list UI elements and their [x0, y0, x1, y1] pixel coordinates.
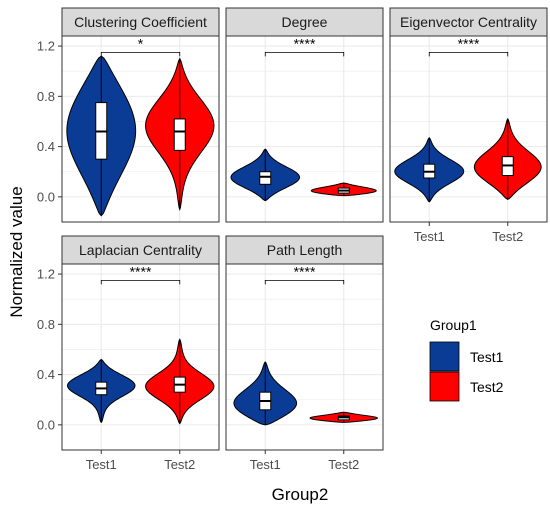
facet-strip: [225, 7, 384, 37]
significance-bracket: [100, 279, 181, 285]
facet-strip-title: Eigenvector Centrality: [400, 14, 537, 30]
panel-border: [225, 263, 384, 451]
panel-border: [61, 35, 220, 223]
box-test1: [259, 171, 272, 185]
y-tick-label: 0.4: [37, 139, 55, 154]
facet-panel-path-length: Path Length **** Test1 Test2: [225, 235, 384, 472]
y-tick-label: 0.8: [37, 317, 55, 332]
facet-panel-eigenvector-centrality: Eigenvector Centrality **** Test1 Test2: [389, 7, 548, 244]
panel-border: [61, 263, 220, 451]
y-tick-label: 1.2: [37, 267, 55, 282]
legend-label-test2: Test2: [470, 379, 504, 395]
facet-panel-laplacian-centrality: Laplacian Centrality **** 0.0 0.4 0.8 1.2 Test…: [37, 235, 220, 472]
x-tick-label: Test1: [414, 229, 445, 244]
x-tick-label: Test2: [328, 457, 359, 472]
legend-swatch-test1: [429, 341, 460, 372]
significance-label: *: [138, 35, 144, 51]
y-axis-title: Normalized value: [7, 186, 26, 317]
panel-border: [389, 35, 548, 223]
facet-strip: [61, 7, 220, 37]
y-tick-label: 0.4: [37, 367, 55, 382]
facet-panel-clustering-coefficient: Clustering Coefficient * 0.0 0.4 0.8 1.2: [37, 7, 220, 223]
y-tick-label: 0.0: [37, 189, 55, 204]
plot-background: [62, 264, 219, 450]
facet-strip-title: Laplacian Centrality: [79, 242, 202, 258]
facet-panels: Clustering Coefficient * 0.0 0.4 0.8 1.2 Degre…: [37, 7, 548, 472]
x-tick-label: Test2: [164, 457, 195, 472]
facet-strip: [389, 7, 548, 37]
significance-bracket: [100, 51, 181, 57]
panel-border: [225, 35, 384, 223]
y-tick-label: 1.2: [37, 39, 55, 54]
significance-label: ****: [130, 263, 152, 279]
y-tick-label: 0.8: [37, 89, 55, 104]
x-tick-label: Test1: [86, 457, 117, 472]
significance-label: ****: [294, 263, 316, 279]
facet-strip-title: Clustering Coefficient: [74, 14, 207, 30]
x-tick-label: Test1: [250, 457, 281, 472]
x-tick-label: Test2: [492, 229, 523, 244]
x-axis-title: Group2: [272, 485, 329, 504]
significance-bracket: [428, 51, 509, 57]
legend-swatch-test2: [429, 371, 460, 402]
plot-background: [390, 36, 547, 222]
facet-strip-title: Path Length: [267, 242, 343, 258]
facet-strip-title: Degree: [282, 14, 328, 30]
facet-strip: [225, 235, 384, 265]
facet-strip: [61, 235, 220, 265]
legend-label-test1: Test1: [470, 349, 504, 365]
facet-panel-degree: Degree ****: [225, 7, 384, 223]
legend-title: Group1: [430, 317, 477, 333]
significance-bracket: [264, 51, 345, 57]
significance-label: ****: [458, 35, 480, 51]
significance-bracket: [264, 279, 345, 285]
legend: Group1 Test1 Test2: [429, 317, 504, 402]
y-tick-label: 0.0: [37, 417, 55, 432]
box-test2: [173, 118, 186, 151]
significance-label: ****: [294, 35, 316, 51]
plot-background: [226, 264, 383, 450]
